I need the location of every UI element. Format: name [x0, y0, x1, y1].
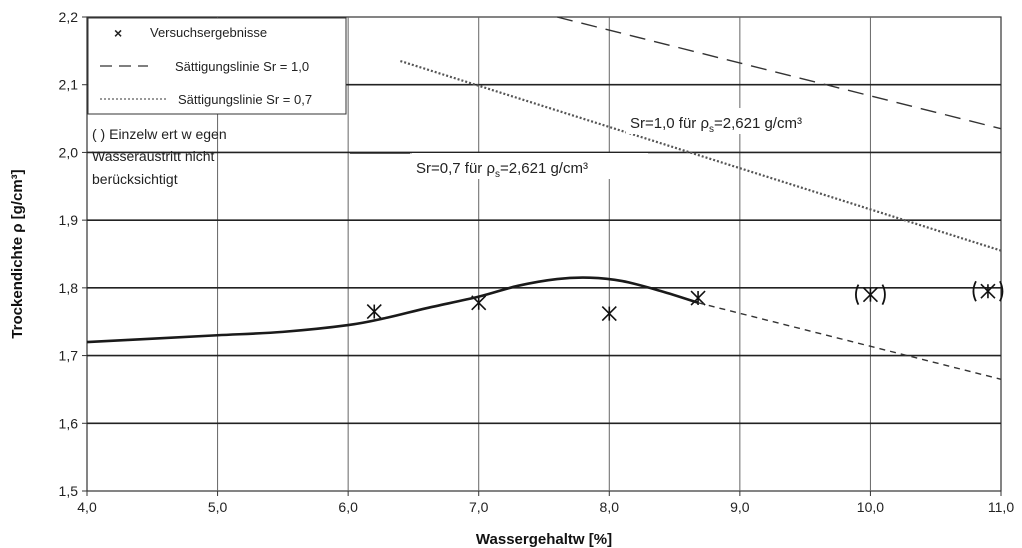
- y-tick-labels: 1,5 1,6 1,7 1,8 1,9 2,0 2,1 2,2: [59, 9, 79, 499]
- data-point: [366, 303, 382, 320]
- legend-versuch-label: Versuchsergebnisse: [150, 25, 267, 40]
- excluded-paren-right: [999, 280, 1004, 302]
- excluded-note-line1: ( ) Einzelw ert w egen: [92, 126, 227, 142]
- series-layer: [86, 16, 1004, 380]
- x-tick-label: 11,0: [988, 499, 1014, 515]
- y-tick-label: 1,6: [59, 415, 79, 431]
- excluded-paren-left: [855, 284, 860, 306]
- sr10-prefix: Sr=1,0 für ρ: [630, 115, 709, 132]
- sr07-prefix: Sr=0,7 für ρ: [416, 160, 495, 177]
- x-tick-label: 10,0: [857, 499, 884, 515]
- y-tick-label: 1,5: [59, 483, 79, 499]
- sr10-annotation: Sr=1,0 für ρs=2,621 g/cm³: [626, 108, 866, 135]
- sr10-suffix: =2,621 g/cm³: [714, 115, 802, 132]
- excluded-paren-right: [881, 284, 886, 306]
- y-tick-label: 2,1: [59, 77, 79, 93]
- sr07-annotation-text: Sr=0,7 für ρs=2,621 g/cm³: [416, 160, 588, 180]
- x-tick-label: 7,0: [469, 499, 489, 515]
- legend-sat10-label: Sättigungslinie Sr = 1,0: [175, 59, 309, 74]
- legend-marker-icon: ×: [114, 25, 122, 41]
- sr10-sub: s: [709, 124, 714, 135]
- sr10-annotation-text: Sr=1,0 für ρs=2,621 g/cm³: [630, 115, 802, 135]
- y-tick-label: 2,0: [59, 144, 79, 160]
- legend-sat07-label: Sättigungslinie Sr = 0,7: [178, 92, 312, 107]
- y-tick-label: 1,7: [59, 348, 79, 364]
- x-tick-label: 9,0: [730, 499, 750, 515]
- x-tick-label: 4,0: [77, 499, 97, 515]
- series-line-dotted: [400, 59, 1002, 252]
- y-tick-label: 1,9: [59, 212, 79, 228]
- excluded-data-point: [855, 284, 886, 306]
- y-tick-label: 1,8: [59, 280, 79, 296]
- excluded-note-line3: berücksichtigt: [92, 171, 178, 187]
- excluded-paren-left: [972, 280, 977, 302]
- sr10-annotation-bg: [626, 108, 866, 134]
- series-line-curve: [86, 276, 699, 344]
- x-tick-label: 6,0: [338, 499, 358, 515]
- x-axis-title: Wassergehaltw [%]: [476, 531, 612, 548]
- x-tick-label: 5,0: [208, 499, 228, 515]
- excluded-note: ( ) Einzelw ert w egen Wasseraustritt ni…: [92, 126, 410, 187]
- series-line-short-dashed: [697, 302, 1002, 380]
- series-line-dashed: [556, 16, 1002, 130]
- excluded-note-line2: Wasseraustritt nicht: [92, 148, 215, 164]
- legend: × Versuchsergebnisse Sättigungslinie Sr …: [87, 17, 347, 115]
- x-tick-labels: 4,0 5,0 6,0 7,0 8,0 9,0 10,0 11,0: [77, 499, 1014, 515]
- y-tick-label: 2,2: [59, 9, 79, 25]
- sr07-annotation-bg: [412, 153, 648, 179]
- sr07-annotation: Sr=0,7 für ρs=2,621 g/cm³: [412, 153, 648, 180]
- sr07-suffix: =2,621 g/cm³: [500, 160, 588, 177]
- x-tick-label: 8,0: [600, 499, 620, 515]
- sr07-sub: s: [495, 169, 500, 180]
- excluded-data-point: [972, 280, 1004, 302]
- data-point: [601, 306, 617, 322]
- y-axis-title: Trockendichte ρ [g/cm³]: [9, 169, 26, 338]
